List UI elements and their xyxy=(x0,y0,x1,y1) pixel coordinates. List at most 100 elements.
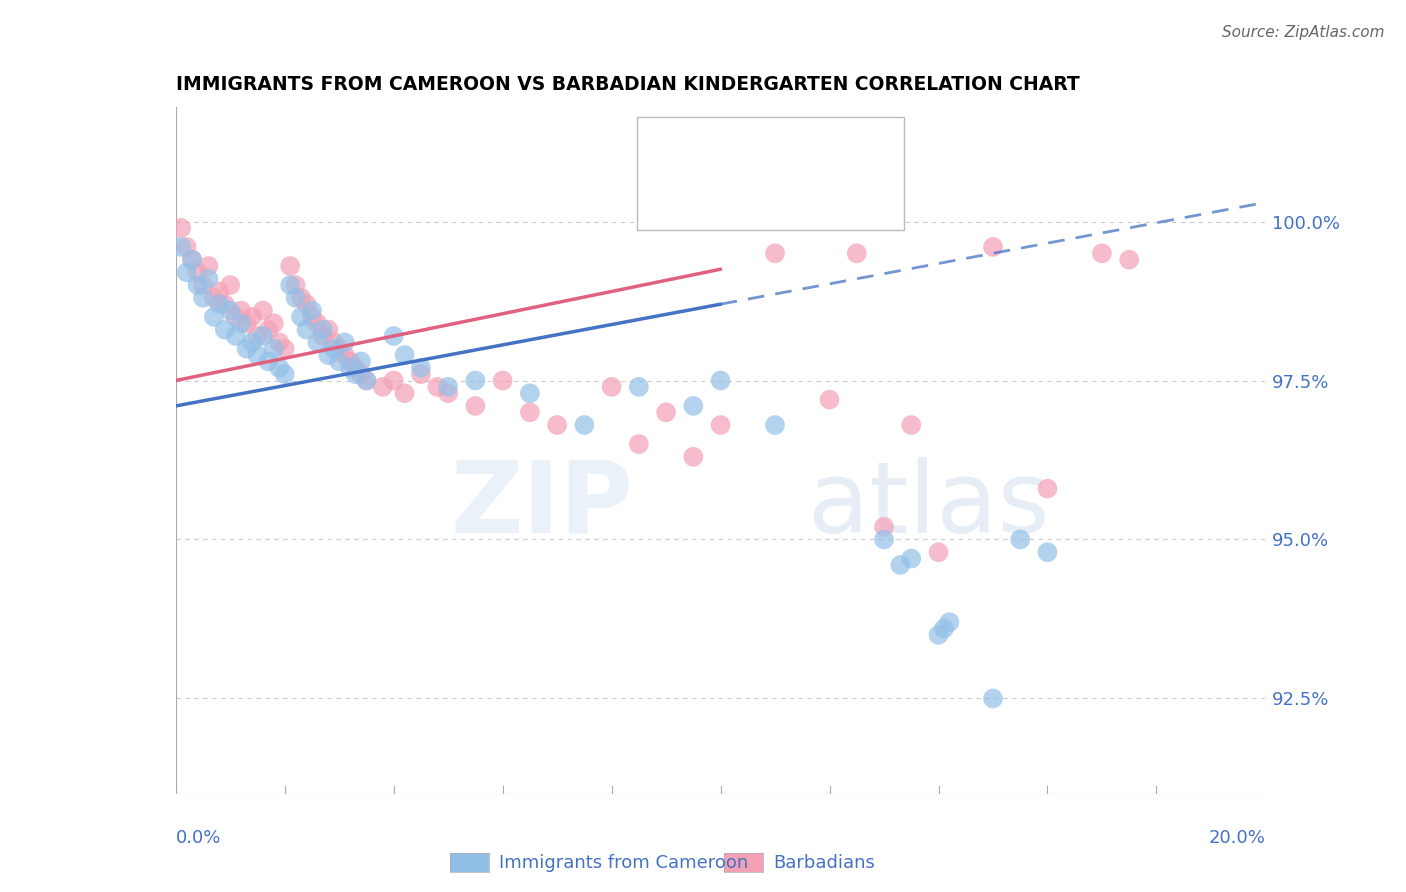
Point xyxy=(225,310,247,324)
Point xyxy=(252,303,274,318)
Point xyxy=(394,348,416,362)
Point xyxy=(394,386,416,401)
Text: atlas: atlas xyxy=(807,457,1049,554)
Point xyxy=(350,354,373,368)
Point xyxy=(409,360,432,375)
Point xyxy=(710,374,733,388)
Point xyxy=(263,342,285,356)
Point xyxy=(235,316,257,330)
Y-axis label: Kindergarten: Kindergarten xyxy=(0,392,8,509)
Text: IMMIGRANTS FROM CAMEROON VS BARBADIAN KINDERGARTEN CORRELATION CHART: IMMIGRANTS FROM CAMEROON VS BARBADIAN KI… xyxy=(176,75,1080,95)
Point xyxy=(344,367,367,381)
Point xyxy=(426,380,449,394)
Text: 0.210: 0.210 xyxy=(748,142,803,161)
Point xyxy=(1010,533,1032,547)
Text: R =: R = xyxy=(692,142,734,161)
Point xyxy=(252,329,274,343)
Point xyxy=(274,367,297,381)
Text: 0.340: 0.340 xyxy=(748,189,803,208)
Point xyxy=(246,348,269,362)
Point xyxy=(1036,545,1059,559)
Text: 20.0%: 20.0% xyxy=(1209,829,1265,847)
Point xyxy=(928,545,950,559)
Text: R =: R = xyxy=(692,189,734,208)
Point xyxy=(181,252,204,267)
Point xyxy=(350,367,373,381)
Point xyxy=(231,316,253,330)
Point xyxy=(231,303,253,318)
Point xyxy=(464,374,486,388)
Point xyxy=(208,285,231,299)
Point xyxy=(301,303,323,318)
Point xyxy=(322,342,344,356)
Point xyxy=(284,278,307,293)
Point xyxy=(437,380,460,394)
Point xyxy=(873,533,896,547)
Point xyxy=(290,310,312,324)
Point xyxy=(186,265,209,279)
Point xyxy=(339,360,361,375)
Point xyxy=(290,291,312,305)
Point xyxy=(873,520,896,534)
Point xyxy=(197,259,219,273)
Point xyxy=(191,278,214,293)
Point xyxy=(932,622,955,636)
Point xyxy=(284,291,307,305)
Point xyxy=(208,297,231,311)
Point xyxy=(710,417,733,432)
Point xyxy=(225,329,247,343)
Point xyxy=(322,335,344,350)
Point xyxy=(928,628,950,642)
Text: 67: 67 xyxy=(870,189,898,208)
Text: Source: ZipAtlas.com: Source: ZipAtlas.com xyxy=(1222,25,1385,40)
Point xyxy=(246,329,269,343)
Point xyxy=(492,374,515,388)
Text: N =: N = xyxy=(817,189,860,208)
Point xyxy=(546,417,568,432)
Point xyxy=(938,615,960,630)
Point xyxy=(274,342,297,356)
Point xyxy=(214,323,236,337)
Point xyxy=(333,348,356,362)
Point xyxy=(197,271,219,285)
Point xyxy=(339,354,361,368)
Point xyxy=(328,342,350,356)
Point xyxy=(269,360,291,375)
Point xyxy=(269,335,291,350)
Point xyxy=(186,278,209,293)
Point xyxy=(627,437,650,451)
Point xyxy=(437,386,460,401)
Point xyxy=(409,367,432,381)
Text: N =: N = xyxy=(817,142,860,161)
Point xyxy=(240,310,263,324)
Point xyxy=(278,259,301,273)
Point xyxy=(295,297,318,311)
Point xyxy=(1118,252,1140,267)
Point xyxy=(176,265,198,279)
Text: 0.0%: 0.0% xyxy=(176,829,221,847)
Point xyxy=(627,380,650,394)
Point xyxy=(202,310,225,324)
Point xyxy=(312,323,335,337)
Text: Immigrants from Cameroon: Immigrants from Cameroon xyxy=(499,854,748,871)
Point xyxy=(214,297,236,311)
Point xyxy=(519,405,541,419)
Point xyxy=(170,220,193,235)
Point xyxy=(682,450,704,464)
Point xyxy=(318,323,340,337)
Point xyxy=(235,342,257,356)
Point xyxy=(328,354,350,368)
Point xyxy=(382,329,405,343)
FancyBboxPatch shape xyxy=(650,180,673,214)
Point xyxy=(356,374,378,388)
Point xyxy=(464,399,486,413)
Point xyxy=(318,348,340,362)
Point xyxy=(682,399,704,413)
Point xyxy=(191,291,214,305)
Point xyxy=(600,380,623,394)
Point xyxy=(307,335,329,350)
Point xyxy=(312,329,335,343)
Point xyxy=(981,691,1004,706)
Point xyxy=(307,316,329,330)
Point xyxy=(763,417,786,432)
